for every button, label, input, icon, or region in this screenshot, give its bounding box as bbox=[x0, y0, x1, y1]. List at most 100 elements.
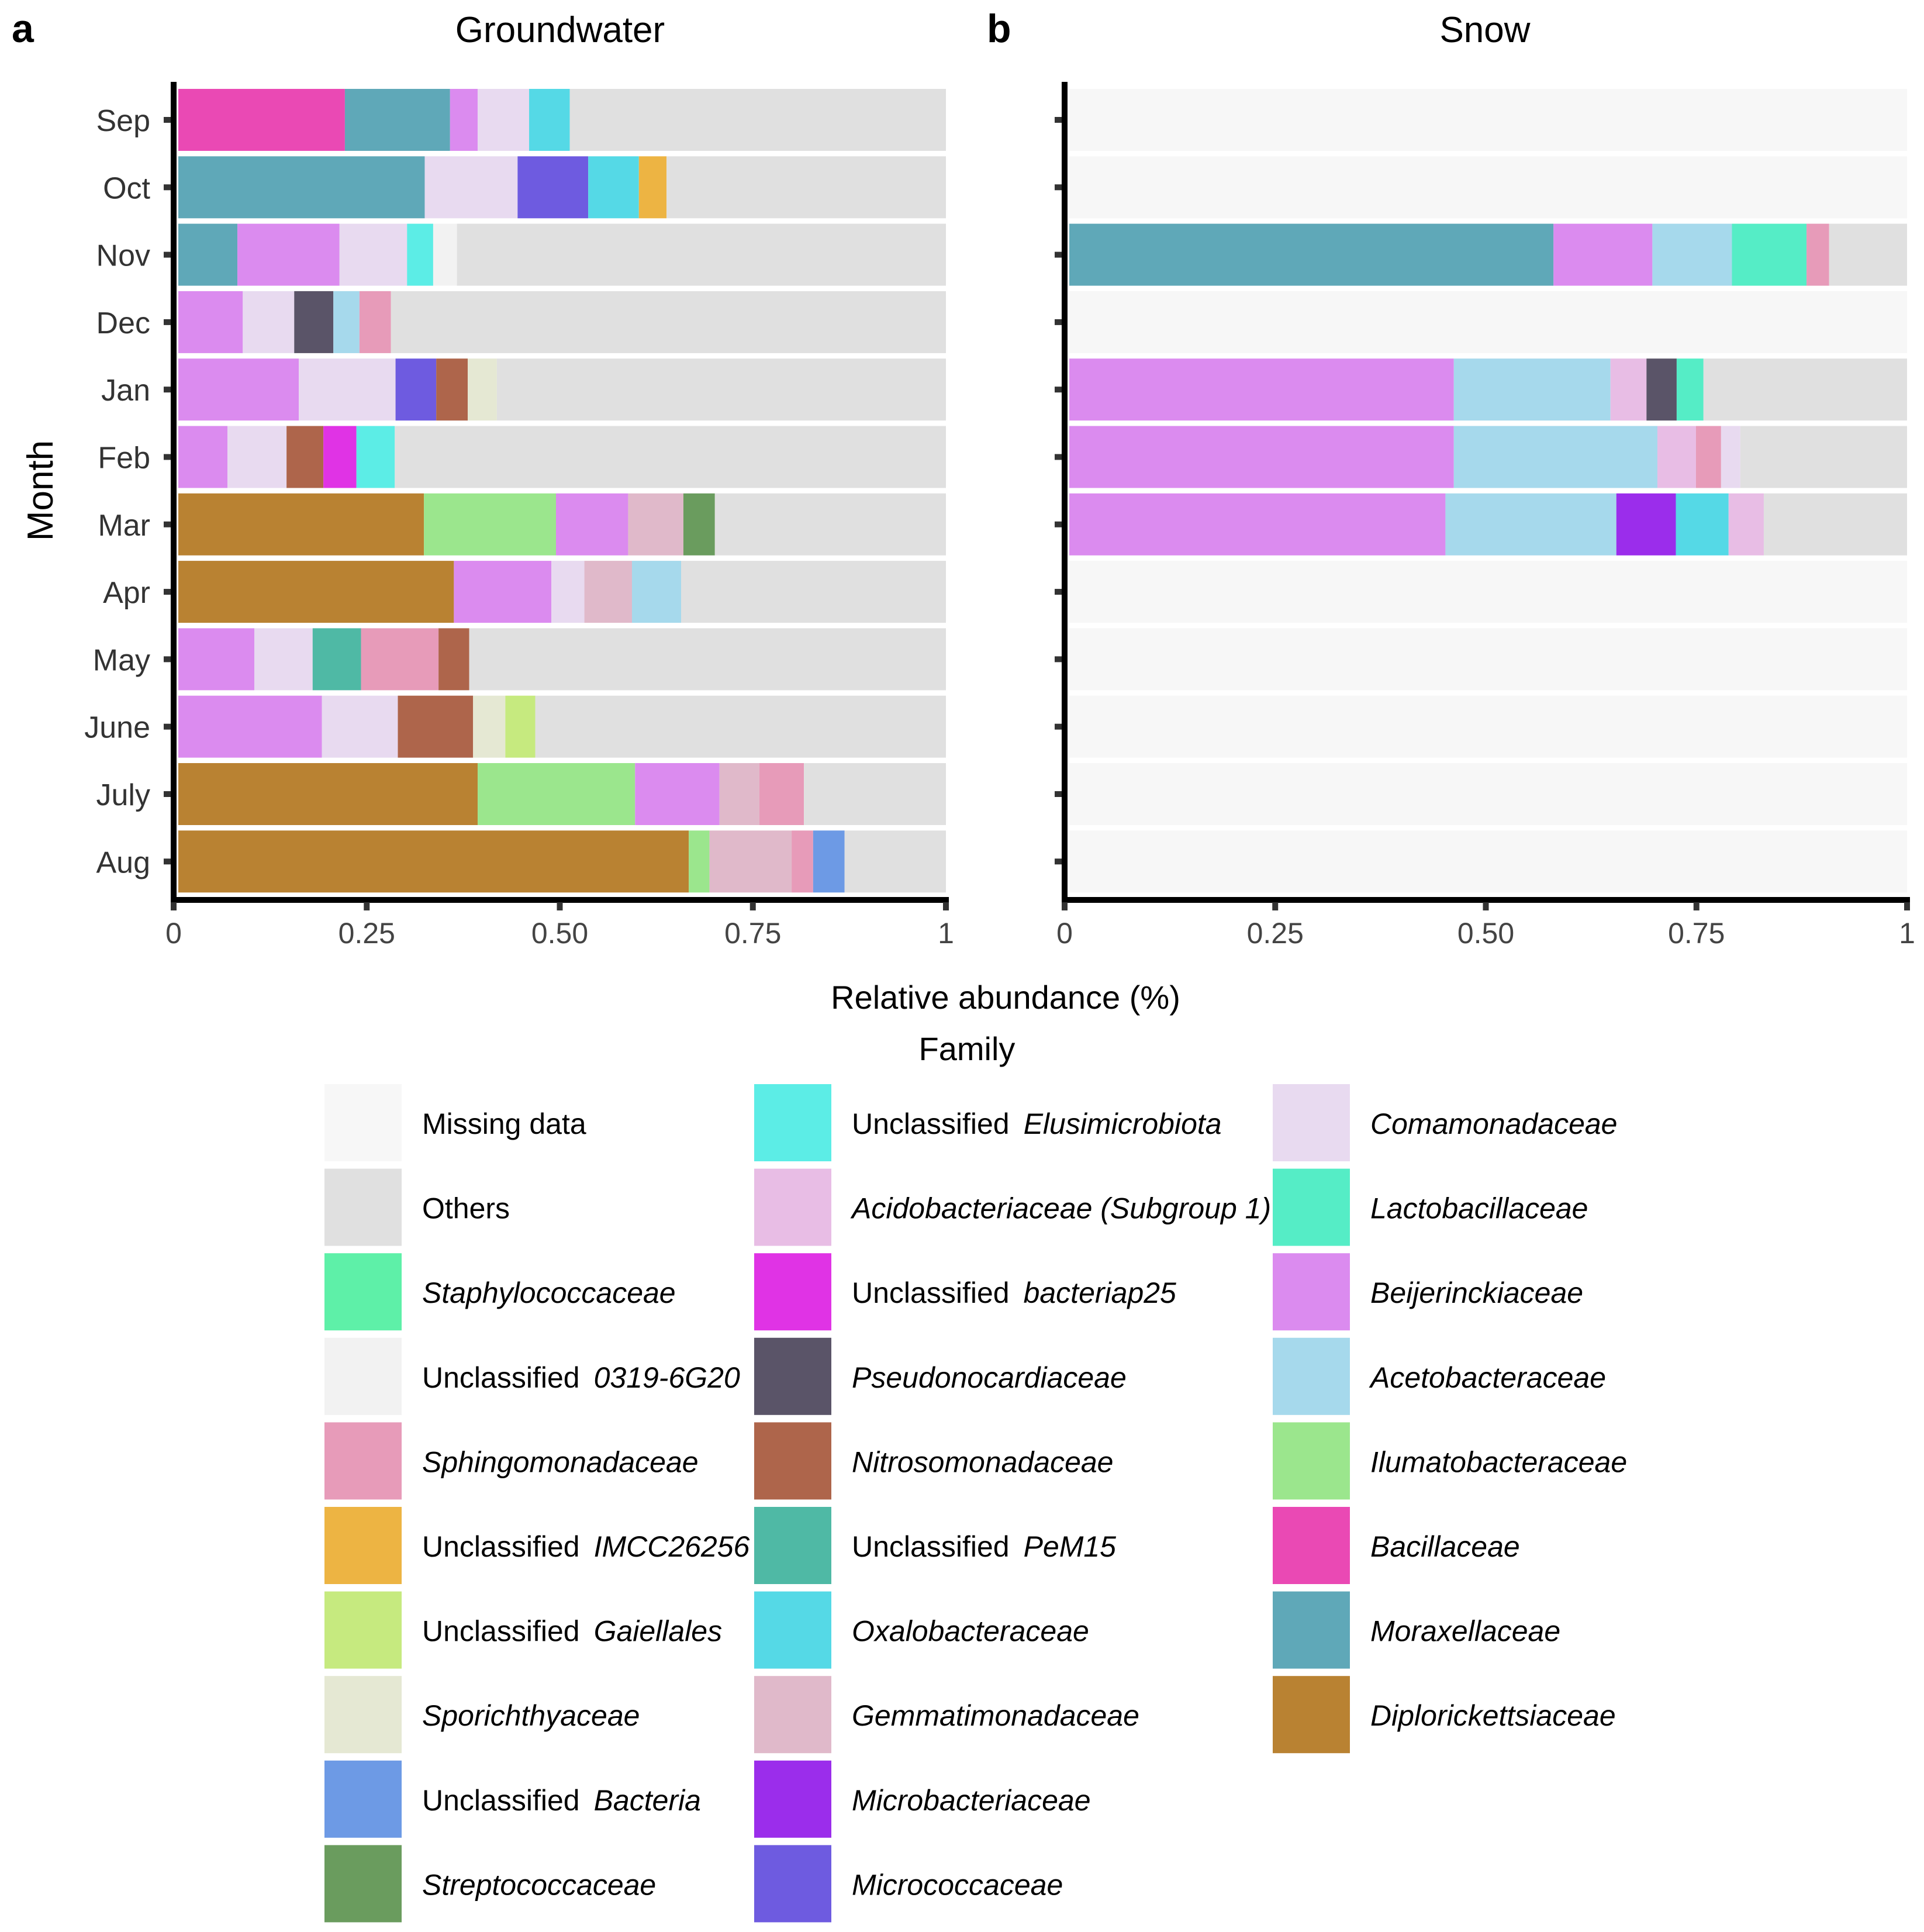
bar-groundwater-sep-moraxellaceae bbox=[344, 89, 450, 151]
x-tick-label-snow-3: 0.75 bbox=[1668, 917, 1725, 950]
legend-label-sporichthyaceae: Sporichthyaceae bbox=[422, 1699, 640, 1732]
bar-groundwater-oct-micrococcaceae bbox=[517, 156, 589, 219]
bar-snow-nov-others bbox=[1829, 223, 1907, 286]
bar-groundwater-nov-moraxellaceae bbox=[178, 223, 238, 286]
x-tick-snow-0 bbox=[1062, 902, 1068, 910]
panel-title-groundwater: Groundwater bbox=[455, 10, 665, 50]
legend-label-prefix: Unclassified bbox=[852, 1530, 1010, 1563]
bar-groundwater-july-sphingomonadaceae bbox=[759, 763, 804, 825]
y-axis-line-snow bbox=[1062, 82, 1068, 903]
legend-label-bacillaceae: Bacillaceae bbox=[1370, 1530, 1520, 1563]
legend-label-acetobacteraceae: Acetobacteraceae bbox=[1369, 1361, 1606, 1394]
y-tick-snow-mar bbox=[1055, 521, 1062, 527]
legend-label-taxon: Ilumatobacteraceae bbox=[1370, 1445, 1627, 1478]
x-axis-line-groundwater bbox=[171, 897, 949, 903]
y-tick-label-feb: Feb bbox=[98, 441, 150, 475]
bar-groundwater-july-ilumatobacteraceae bbox=[478, 763, 635, 825]
bar-groundwater-jan-sporichthyaceae bbox=[468, 358, 497, 421]
legend-label-streptococcaceae: Streptococcaceae bbox=[422, 1868, 656, 1901]
x-tick-label-groundwater-0: 0 bbox=[165, 917, 182, 950]
legend-swatch-unclassified-bacteriap25 bbox=[752, 1251, 834, 1333]
legend-label-text: Missing data bbox=[422, 1108, 586, 1140]
bar-groundwater-may-comamonadaceae bbox=[254, 628, 313, 691]
bar-groundwater-sep-others bbox=[569, 89, 946, 151]
bar-groundwater-nov-unclassified-elusimicrobiota bbox=[407, 223, 433, 286]
y-tick-snow-june bbox=[1055, 723, 1062, 730]
legend-label-beijerinckiaceae: Beijerinckiaceae bbox=[1370, 1276, 1583, 1309]
bar-groundwater-mar-streptococcaceae bbox=[683, 493, 715, 556]
bar-groundwater-feb-others bbox=[395, 426, 946, 488]
panel-snow: 0 0.25 0.50 0.75 1 bbox=[1055, 82, 1915, 950]
bar-groundwater-nov-comamonadaceae bbox=[339, 223, 407, 286]
legend-swatch-pseudonocardiaceae bbox=[752, 1335, 834, 1417]
x-tick-label-snow-1: 0.25 bbox=[1247, 917, 1304, 950]
bar-snow-sep-missing-data bbox=[1069, 89, 1907, 151]
bar-snow-june-missing-data bbox=[1069, 695, 1907, 758]
y-tick-groundwater-aug bbox=[164, 858, 171, 865]
legend-label-taxon: Beijerinckiaceae bbox=[1370, 1276, 1583, 1309]
panel-title-snow: Snow bbox=[1439, 10, 1530, 50]
legend-label-taxon: Microbacteriaceae bbox=[852, 1784, 1091, 1817]
bar-groundwater-dec-comamonadaceae bbox=[243, 291, 295, 353]
bar-groundwater-feb-unclassified-bacteriap25 bbox=[323, 426, 357, 488]
bar-snow-jan-pseudonocardiaceae bbox=[1646, 358, 1677, 421]
bar-groundwater-oct-moraxellaceae bbox=[178, 156, 425, 219]
legend-label-unclassified-gaiellales: Unclassified Gaiellales bbox=[422, 1615, 722, 1648]
y-tick-label-dec: Dec bbox=[96, 306, 150, 340]
bar-groundwater-aug-diplorickettsiaceae bbox=[178, 830, 689, 893]
bar-snow-feb-sphingomonadaceae bbox=[1695, 426, 1721, 488]
bar-snow-july-missing-data bbox=[1069, 763, 1907, 825]
legend-swatch-nitrosomonadaceae bbox=[752, 1420, 834, 1502]
legend-swatch-ilumatobacteraceae bbox=[1270, 1420, 1352, 1502]
bar-snow-apr-missing-data bbox=[1069, 561, 1907, 623]
legend-label-sphingomonadaceae: Sphingomonadaceae bbox=[422, 1445, 699, 1478]
y-tick-snow-dec bbox=[1055, 319, 1062, 325]
legend-label-pseudonocardiaceae: Pseudonocardiaceae bbox=[852, 1361, 1127, 1394]
bar-groundwater-mar-others bbox=[714, 493, 946, 556]
x-tick-label-snow-0: 0 bbox=[1056, 917, 1073, 950]
legend-swatch-unclassified-imcc26256 bbox=[322, 1505, 404, 1586]
y-tick-groundwater-dec bbox=[164, 319, 171, 325]
bar-groundwater-june-comamonadaceae bbox=[322, 695, 398, 758]
legend-swatch-moraxellaceae bbox=[1270, 1589, 1352, 1671]
y-tick-label-sep: Sep bbox=[96, 104, 150, 138]
legend-swatch-micrococcaceae bbox=[752, 1843, 834, 1925]
bar-snow-nov-sphingomonadaceae bbox=[1806, 223, 1829, 286]
y-tick-snow-sep bbox=[1055, 117, 1062, 123]
y-tick-snow-aug bbox=[1055, 858, 1062, 865]
panel-groundwater: Sep Oct Nov Dec Jan Feb Mar Apr May June July Aug 0 0… bbox=[84, 82, 954, 950]
bar-groundwater-may-unclassified-pem15 bbox=[312, 628, 361, 691]
bar-snow-nov-moraxellaceae bbox=[1069, 223, 1554, 286]
x-tick-label-snow-4: 1 bbox=[1899, 917, 1915, 950]
bar-snow-mar-acetobacteraceae bbox=[1445, 493, 1616, 556]
legend-label-taxon: Elusimicrobiota bbox=[1024, 1108, 1222, 1140]
bar-snow-oct-missing-data bbox=[1069, 156, 1907, 219]
legend-label-taxon: Sporichthyaceae bbox=[422, 1699, 640, 1732]
x-tick-label-groundwater-1: 0.25 bbox=[338, 917, 395, 950]
bar-groundwater-dec-others bbox=[391, 291, 946, 353]
legend-label-taxon: 0319-6G20 bbox=[594, 1361, 740, 1394]
legend-label-staphylococcaceae: Staphylococcaceae bbox=[422, 1276, 676, 1309]
legend-label-missing-data: Missing data bbox=[422, 1108, 586, 1140]
legend-label-taxon: Staphylococcaceae bbox=[422, 1276, 676, 1309]
legend-label-taxon: Bacteria bbox=[594, 1784, 701, 1817]
bar-groundwater-aug-others bbox=[844, 830, 946, 893]
legend-swatch-sporichthyaceae bbox=[322, 1674, 404, 1756]
legend-label-taxon: Gaiellales bbox=[594, 1615, 723, 1648]
x-tick-label-snow-2: 0.50 bbox=[1457, 917, 1514, 950]
legend-swatch-others bbox=[322, 1166, 404, 1248]
y-tick-label-oct: Oct bbox=[103, 171, 150, 205]
y-tick-label-nov: Nov bbox=[96, 239, 150, 273]
legend-label-unclassified-elusimicrobiota: Unclassified Elusimicrobiota bbox=[852, 1108, 1222, 1140]
y-tick-groundwater-june bbox=[164, 723, 171, 730]
legend-label-prefix: Unclassified bbox=[422, 1615, 580, 1648]
legend: Missing data Others Staphylococcaceae Uncla… bbox=[322, 1082, 1627, 1925]
legend-swatch-microbacteriaceae bbox=[752, 1758, 834, 1840]
bar-groundwater-apr-acetobacteraceae bbox=[631, 561, 682, 623]
bar-snow-jan-others bbox=[1703, 358, 1907, 421]
legend-swatch-unclassified-bacteria bbox=[322, 1758, 404, 1840]
bar-groundwater-sep-oxalobacteraceae bbox=[529, 89, 570, 151]
legend-label-ilumatobacteraceae: Ilumatobacteraceae bbox=[1370, 1445, 1627, 1478]
y-tick-snow-july bbox=[1055, 791, 1062, 797]
legend-label-prefix: Unclassified bbox=[852, 1108, 1010, 1140]
